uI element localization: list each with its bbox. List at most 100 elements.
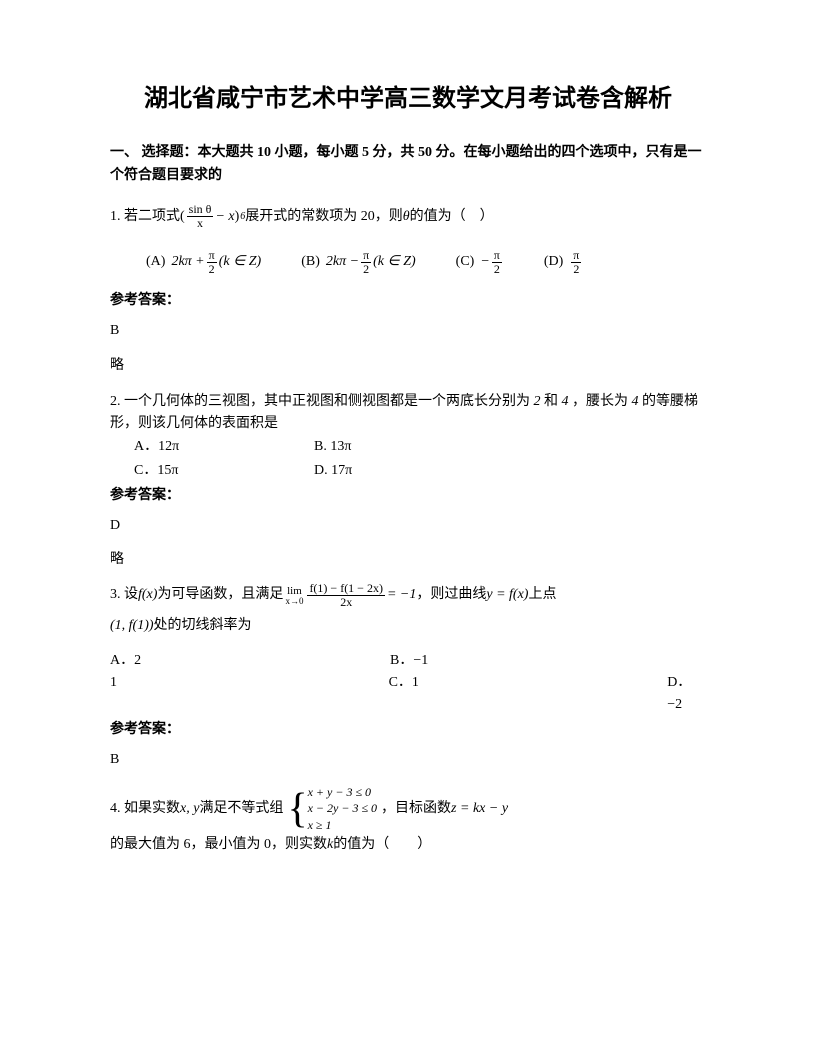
q2-mid2: ，腰长为	[572, 394, 628, 409]
page-title: 湖北省咸宁市艺术中学高三数学文月考试卷含解析	[110, 80, 706, 118]
q2-mid1: 和	[544, 394, 558, 409]
q3-point: (1, f(1))	[110, 615, 154, 637]
q1-opt-a-pre: 2kπ +	[171, 251, 204, 273]
q3-answer-label: 参考答案：	[110, 719, 706, 741]
q1-opt-d-num: π	[571, 249, 581, 263]
q4-eq2: x − 2y − 3 ≤ 0	[308, 800, 377, 817]
q2-v1: 2	[534, 394, 541, 409]
q1-opt-c-den: 2	[492, 263, 502, 276]
q3-stem: 3. 设 f(x) 为可导函数，且满足 lim x→0 f(1) − f(1 −…	[110, 582, 706, 609]
q1-opt-c-pre: −	[480, 251, 489, 273]
q2-answer-label: 参考答案：	[110, 485, 706, 507]
q3-curve: y = f(x)	[486, 584, 528, 606]
q3-opt-b: B．−1	[390, 650, 428, 672]
q3-lim-frac: f(1) − f(1 − 2x) 2x	[307, 582, 385, 609]
q1-minus: − x	[215, 206, 234, 228]
q2-answer: D	[110, 515, 706, 537]
q2-v3: 4	[632, 394, 639, 409]
q3-answer: B	[110, 749, 706, 771]
q4-mid4: 的值为（ ）	[333, 834, 431, 856]
q3-lim-eq: = −1	[387, 584, 416, 606]
question-4: 4. 如果实数 x, y 满足不等式组 { x + y − 3 ≤ 0 x − …	[110, 784, 706, 857]
question-2: 2. 一个几何体的三视图，其中正视图和侧视图都是一个两底长分别为 2 和 4 ，…	[110, 391, 706, 572]
q4-system: { x + y − 3 ≤ 0 x − 2y − 3 ≤ 0 x ≥ 1	[287, 784, 377, 834]
q1-opt-a: (A) 2kπ + π 2 (k ∈ Z)	[146, 249, 261, 276]
q1-opt-b-den: 2	[361, 263, 371, 276]
q4-mid3: 的最大值为 6，最小值为 0，则实数	[110, 834, 327, 856]
q1-mid: 展开式的常数项为 20，则	[245, 206, 403, 228]
q3-opt-a: A．2	[110, 650, 390, 672]
q1-opt-c-label: (C)	[456, 251, 475, 273]
q2-opt-b: B. 13π	[314, 436, 494, 458]
q2-opt-d: D. 17π	[314, 460, 494, 482]
q1-opt-b-pre: 2kπ −	[326, 251, 359, 273]
q1-opt-b-num: π	[361, 249, 371, 263]
q2-options-row1: A．12π B. 13π	[134, 436, 706, 458]
q2-opt-a: A．12π	[134, 436, 314, 458]
q1-opt-d-den: 2	[571, 263, 581, 276]
brace-icon: {	[287, 788, 307, 830]
q1-opt-b: (B) 2kπ − π 2 (k ∈ Z)	[301, 249, 415, 276]
q3-mid4: 处的切线斜率为	[154, 615, 252, 637]
q4-stem: 4. 如果实数 x, y 满足不等式组 { x + y − 3 ≤ 0 x − …	[110, 784, 706, 857]
q1-opt-a-frac: π 2	[207, 249, 217, 276]
q3-opt-b2: 1	[110, 672, 389, 717]
q1-frac-num: sin θ	[187, 203, 214, 217]
q1-opt-a-num: π	[207, 249, 217, 263]
q3-lim-den: 2x	[338, 596, 354, 609]
q3-lim-word: lim	[287, 586, 302, 597]
q2-stem: 2. 一个几何体的三视图，其中正视图和侧视图都是一个两底长分别为 2 和 4 ，…	[110, 391, 706, 436]
q1-opt-c-frac: π 2	[492, 249, 502, 276]
section-header: 一、 选择题：本大题共 10 小题，每小题 5 分，共 50 分。在每小题给出的…	[110, 142, 706, 187]
q4-eq3: x ≥ 1	[308, 817, 377, 834]
q4-xy: x, y	[180, 798, 199, 820]
q2-pre: 2. 一个几何体的三视图，其中正视图和侧视图都是一个两底长分别为	[110, 394, 530, 409]
q2-v2: 4	[562, 394, 569, 409]
q1-stem: 1. 若二项式( sin θ x − x ) 6 展开式的常数项为 20，则 θ…	[110, 203, 706, 230]
q3-opt-c: C．1	[389, 672, 668, 717]
q4-obj: z = kx − y	[451, 798, 508, 820]
q4-eq1: x + y − 3 ≤ 0	[308, 784, 377, 801]
q3-mid3: 上点	[528, 584, 556, 606]
q1-opt-a-label: (A)	[146, 251, 165, 273]
q3-options: A．2 B．−1 1 C．1 D．−2	[110, 650, 706, 717]
q2-opt-c: C．15π	[134, 460, 314, 482]
q1-fraction: sin θ x	[187, 203, 214, 230]
q3-lim: lim x→0	[285, 586, 303, 606]
q3-mid1: 为可导函数，且满足	[157, 584, 283, 606]
q1-opt-c-num: π	[492, 249, 502, 263]
q1-options: (A) 2kπ + π 2 (k ∈ Z) (B) 2kπ − π 2 (k ∈…	[110, 249, 706, 276]
q4-mid2: ，目标函数	[381, 798, 451, 820]
q1-opt-a-post: (k ∈ Z)	[219, 251, 262, 273]
question-1: 1. 若二项式( sin θ x − x ) 6 展开式的常数项为 20，则 θ…	[110, 203, 706, 377]
q1-frac-den: x	[195, 217, 205, 230]
q1-answer-label: 参考答案：	[110, 290, 706, 312]
q1-opt-b-frac: π 2	[361, 249, 371, 276]
q3-opt-d: D．−2	[667, 672, 706, 717]
q3-lim-sub: x→0	[285, 597, 303, 606]
q1-prefix: 1. 若二项式(	[110, 206, 185, 228]
question-3: 3. 设 f(x) 为可导函数，且满足 lim x→0 f(1) − f(1 −…	[110, 582, 706, 772]
q4-pre: 4. 如果实数	[110, 798, 180, 820]
q1-opt-a-den: 2	[207, 263, 217, 276]
q3-stem2: (1, f(1)) 处的切线斜率为	[110, 615, 706, 637]
q1-opt-c: (C) − π 2	[456, 249, 504, 276]
q1-answer: B	[110, 320, 706, 342]
q4-eq-list: x + y − 3 ≤ 0 x − 2y − 3 ≤ 0 x ≥ 1	[308, 784, 377, 834]
q3-pre: 3. 设	[110, 584, 138, 606]
q1-opt-d-label: (D)	[544, 251, 563, 273]
q3-fx: f(x)	[138, 584, 157, 606]
q3-mid2: ，则过曲线	[416, 584, 486, 606]
q3-lim-num: f(1) − f(1 − 2x)	[307, 582, 385, 596]
q2-brief: 略	[110, 549, 706, 571]
q1-opt-b-post: (k ∈ Z)	[373, 251, 416, 273]
q1-suffix: 的值为（ ）	[410, 206, 494, 228]
q1-opt-b-label: (B)	[301, 251, 320, 273]
q4-mid1: 满足不等式组	[199, 798, 283, 820]
q1-brief: 略	[110, 355, 706, 377]
q2-options-row2: C．15π D. 17π	[134, 460, 706, 482]
q1-opt-d-frac: π 2	[571, 249, 581, 276]
q1-theta: θ	[403, 206, 410, 228]
q1-opt-d: (D) π 2	[544, 249, 584, 276]
q1-paren: )	[235, 206, 240, 228]
